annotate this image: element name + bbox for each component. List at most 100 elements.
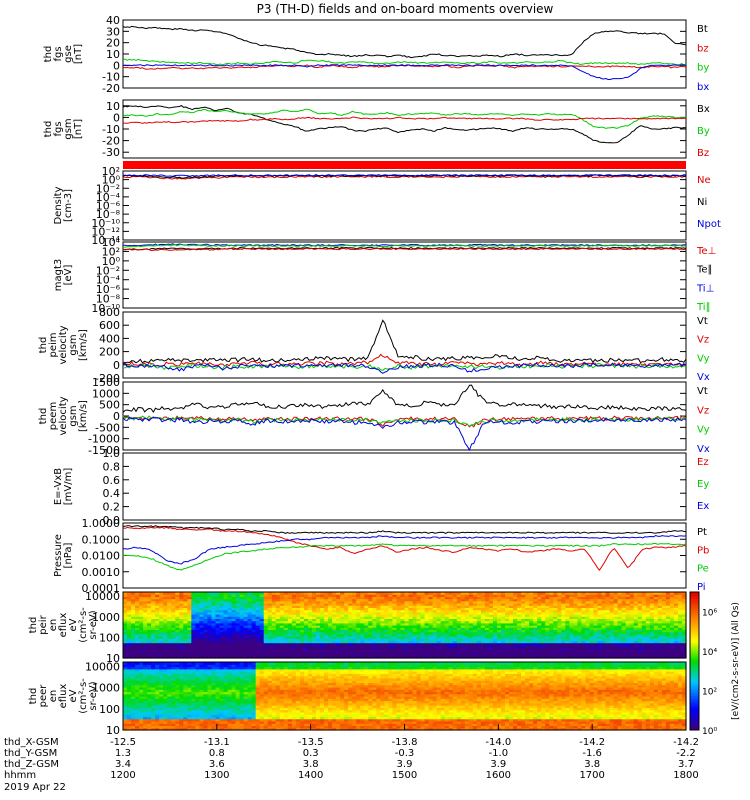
series-by (122, 58, 687, 66)
heatmap-cell (344, 655, 349, 659)
heatmap-cell (187, 629, 192, 633)
heatmap-cell (251, 622, 257, 626)
heatmap-cell (135, 620, 140, 624)
heatmap-cell (428, 627, 434, 630)
heatmap-cell (484, 600, 490, 604)
heatmap-cell (324, 647, 329, 650)
heatmap-cell (501, 627, 506, 630)
heatmap-cell (187, 605, 192, 608)
heatmap-cell (488, 653, 494, 657)
heatmap-cell (376, 605, 381, 608)
heatmap-cell (147, 631, 152, 635)
heatmap-cell (243, 647, 249, 650)
heatmap-cell (167, 620, 172, 624)
heatmap-cell (364, 640, 369, 644)
heatmap-cell (400, 622, 406, 626)
heatmap-cell (235, 631, 241, 635)
heatmap-cell (167, 609, 172, 613)
heatmap-cell (219, 629, 225, 633)
panel-pressure: Pressure [nPa]1.00000.10000.01000.00100.0… (53, 517, 709, 595)
heatmap-cell (388, 627, 394, 630)
heatmap-cell (372, 653, 377, 657)
heatmap-cell (404, 649, 410, 652)
heatmap-cell (420, 647, 426, 650)
heatmap-cell (183, 620, 188, 624)
heatmap-cell (267, 609, 273, 613)
heatmap-cell (235, 611, 241, 615)
heatmap-cell (195, 620, 201, 624)
heatmap-cell (444, 622, 450, 626)
heatmap-cell (492, 592, 498, 595)
heatmap-cell (175, 600, 180, 604)
heatmap-cell (267, 620, 273, 624)
heatmap-cell (468, 620, 474, 624)
heatmap-cell (231, 631, 237, 635)
heatmap-cell (275, 616, 281, 619)
heatmap-cell (287, 642, 293, 646)
heatmap-cell (448, 594, 454, 597)
heatmap-cell (287, 636, 293, 639)
heatmap-cell (235, 616, 241, 619)
heatmap-cell (364, 618, 369, 622)
heatmap-cell (509, 625, 514, 628)
heatmap-cell (275, 633, 281, 637)
heatmap-cell (299, 620, 305, 624)
heatmap-cell (456, 598, 462, 602)
heatmap-cell (179, 647, 184, 650)
heatmap-cell (372, 620, 377, 624)
heatmap-cell (163, 603, 168, 606)
heatmap-cell (380, 618, 385, 622)
heatmap-cell (187, 653, 192, 657)
heatmap-cell (348, 607, 353, 611)
heatmap-cell (428, 625, 434, 628)
heatmap-cell (336, 598, 341, 602)
heatmap-cell (501, 651, 506, 655)
heatmap-cell (183, 618, 188, 622)
heatmap-cell (239, 614, 245, 617)
heatmap-cell (167, 600, 172, 604)
heatmap-cell (320, 631, 325, 635)
heatmap-cell (480, 649, 486, 652)
heatmap-cell (324, 625, 329, 628)
heatmap-cell (207, 618, 213, 622)
heatmap-cell (344, 620, 349, 624)
heatmap-cell (440, 620, 446, 624)
heatmap-cell (231, 600, 237, 604)
heatmap-cell (436, 598, 442, 602)
heatmap-cell (480, 647, 486, 650)
heatmap-cell (440, 649, 446, 652)
heatmap-cell (476, 629, 482, 633)
heatmap-cell (476, 618, 482, 622)
heatmap-cell (484, 640, 490, 644)
heatmap-cell (235, 600, 241, 604)
heatmap-cell (356, 603, 361, 606)
heatmap-cell (263, 644, 269, 648)
heatmap-cell (143, 616, 148, 619)
heatmap-cell (344, 627, 349, 630)
heatmap-cell (231, 644, 237, 648)
heatmap-cell (171, 600, 176, 604)
heatmap-cell (492, 600, 498, 604)
heatmap-cell (340, 618, 345, 622)
heatmap-cell (320, 616, 325, 619)
heatmap-cell (299, 633, 305, 637)
heatmap-cell (255, 614, 261, 617)
heatmap-cell (376, 594, 381, 597)
heatmap-cell (396, 605, 402, 608)
heatmap-cell (267, 636, 273, 639)
heatmap-cell (231, 616, 237, 619)
heatmap-cell (501, 622, 506, 626)
panel-ylabel: thd (43, 46, 54, 63)
heatmap-cell (324, 636, 329, 639)
heatmap-cell (251, 647, 257, 650)
heatmap-cell (316, 653, 321, 657)
heatmap-cell (444, 653, 450, 657)
heatmap-cell (368, 631, 373, 635)
heatmap-cell (291, 638, 297, 641)
heatmap-cell (480, 655, 486, 659)
heatmap-cell (171, 607, 176, 611)
heatmap-cell (352, 647, 357, 650)
heatmap-cell (436, 644, 442, 648)
heatmap-cell (316, 600, 321, 604)
heatmap-cell (303, 631, 309, 635)
